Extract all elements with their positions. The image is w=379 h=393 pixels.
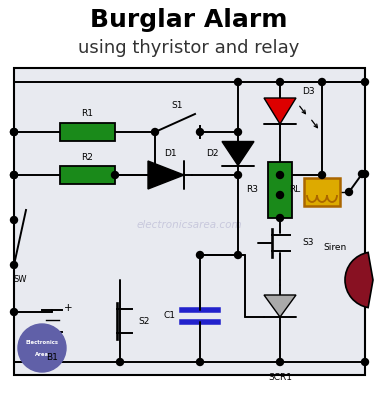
Text: RL: RL [289,185,300,195]
Circle shape [196,252,204,259]
Circle shape [116,358,124,365]
Polygon shape [264,98,296,124]
Circle shape [318,171,326,178]
Circle shape [277,191,283,198]
Circle shape [362,171,368,178]
Text: D2: D2 [206,149,218,158]
Circle shape [277,358,283,365]
Text: Burglar Alarm: Burglar Alarm [90,8,288,32]
Bar [14,68,365,375]
Circle shape [235,129,241,136]
Circle shape [277,79,283,86]
Text: D1: D1 [164,149,176,158]
Circle shape [18,324,66,372]
Circle shape [277,215,283,222]
Text: R1: R1 [81,110,94,119]
Circle shape [235,79,241,86]
Circle shape [11,129,17,136]
Circle shape [111,171,119,178]
Text: S2: S2 [138,316,149,325]
Circle shape [152,171,158,178]
Circle shape [235,171,241,178]
Circle shape [11,129,17,136]
Bar [60,123,115,141]
Text: C1: C1 [164,310,176,320]
Text: R2: R2 [81,152,94,162]
Circle shape [196,358,204,365]
Polygon shape [222,141,254,165]
Text: SW: SW [13,275,27,285]
Text: electronicsarea.com: electronicsarea.com [136,220,242,230]
Wedge shape [345,252,373,308]
Circle shape [318,79,326,86]
Text: Siren: Siren [323,244,347,252]
Circle shape [11,309,17,316]
Circle shape [346,189,352,195]
Bar [268,162,292,218]
Circle shape [11,217,17,224]
Text: using thyristor and relay: using thyristor and relay [78,39,300,57]
Circle shape [152,129,158,136]
Text: D3: D3 [302,88,314,97]
Text: B1: B1 [46,353,58,362]
Polygon shape [264,295,296,317]
Circle shape [277,171,283,178]
Polygon shape [148,161,184,189]
Circle shape [11,171,17,178]
Text: Electronics: Electronics [25,340,58,345]
Circle shape [11,261,17,268]
Circle shape [235,252,241,259]
Circle shape [359,171,365,178]
Circle shape [11,171,17,178]
Text: S3: S3 [302,238,313,247]
Text: +: + [64,303,72,313]
Text: SCR1: SCR1 [268,373,292,382]
Circle shape [196,129,204,136]
Text: Area: Area [35,353,49,358]
Text: S1: S1 [172,101,183,110]
Bar [60,166,115,184]
Bar [304,178,340,206]
Circle shape [362,358,368,365]
Circle shape [362,79,368,86]
Text: R3: R3 [246,185,258,195]
